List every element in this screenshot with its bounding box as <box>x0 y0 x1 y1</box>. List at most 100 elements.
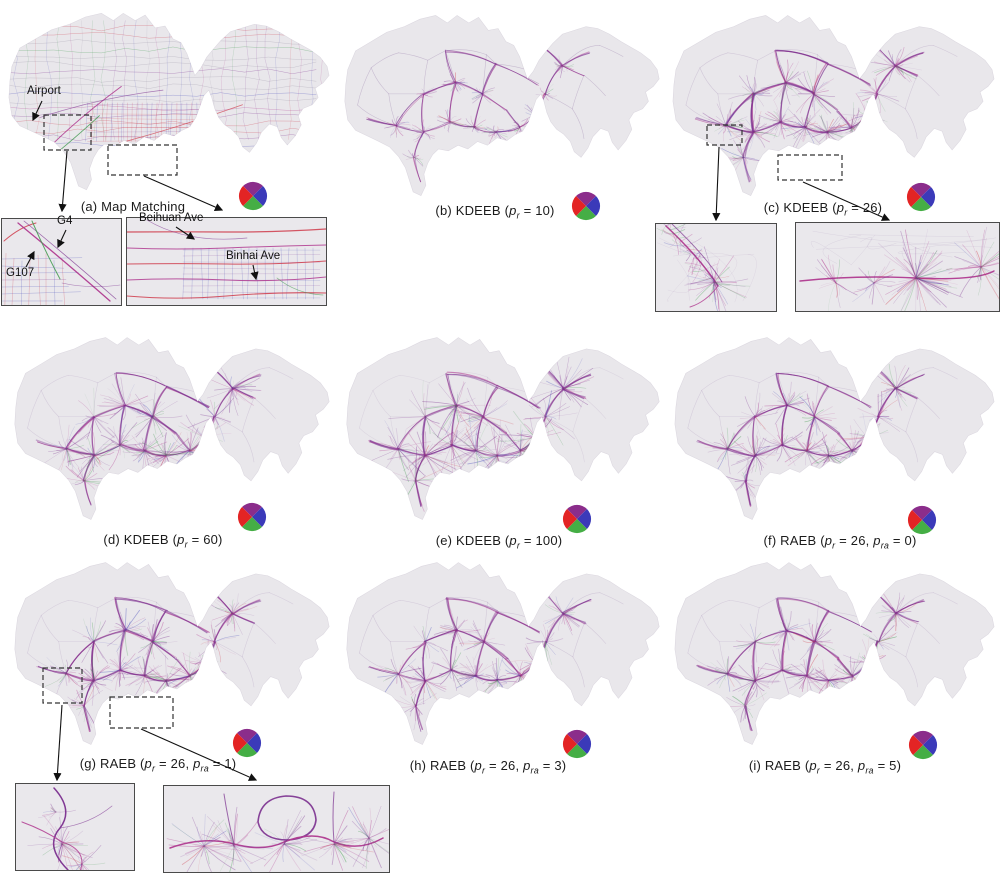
pie-sector-left <box>908 735 923 755</box>
caption-g: (g) RAEB (pr = 26, pra = 1) <box>80 756 237 774</box>
pie-sector-top <box>242 502 262 517</box>
caption-h-p2: p <box>523 758 531 773</box>
city-boundary <box>674 337 995 520</box>
map-f-raeb-26-0 <box>674 337 995 520</box>
inset-c-coast-zoom <box>795 222 1000 312</box>
map-h-raeb-26-3 <box>346 562 660 745</box>
caption-d-p1: p <box>177 532 185 547</box>
trajectory-layer <box>687 592 958 732</box>
pie-sector-left <box>571 196 586 216</box>
inset-g-coast-zoom <box>163 785 390 873</box>
map-i-raeb-26-5 <box>674 562 995 745</box>
inset-a-airport-zoom <box>1 218 122 306</box>
direction-legend-pie-icon <box>238 181 268 211</box>
caption-i-p2: p <box>857 758 866 773</box>
caption-i-post: = 5) <box>873 758 902 773</box>
pie-sector-bottom <box>567 519 587 534</box>
caption-g-p2: p <box>193 756 201 771</box>
caption-h: (h) RAEB (pr = 26, pra = 3) <box>410 758 567 776</box>
pie-sector-left <box>907 510 922 530</box>
pie-sector-right <box>252 507 267 527</box>
caption-i: (i) RAEB (pr = 26, pra = 5) <box>749 758 901 776</box>
caption-b-post: = 10) <box>519 203 555 218</box>
city-boundary <box>674 562 995 745</box>
city-boundary <box>14 337 330 520</box>
city-boundary <box>344 15 660 196</box>
pie-sector-right <box>923 735 938 755</box>
label-beihuan-ave: Beihuan Ave <box>139 212 204 224</box>
pie-sector-top <box>567 729 587 744</box>
pie-sector-bottom <box>913 745 933 760</box>
caption-g-post: = 1) <box>208 756 237 771</box>
caption-g-s2: ra <box>200 763 209 774</box>
city-boundary <box>672 15 995 196</box>
caption-f-p1: p <box>824 533 833 548</box>
caption-f-post: = 0) <box>889 533 917 548</box>
pie-sector-left <box>562 509 577 529</box>
pie-sector-right <box>577 734 592 754</box>
pie-sector-top <box>911 182 931 197</box>
caption-f-p2: p <box>873 533 881 548</box>
trajectory-layer <box>359 592 624 732</box>
direction-legend-pie-icon <box>908 730 938 760</box>
caption-f-s2: ra <box>880 540 890 551</box>
map-a-map-matching <box>8 12 330 191</box>
caption-d-post: = 60) <box>187 532 223 547</box>
caption-h-post: = 3) <box>538 758 567 773</box>
inset-c-airport-zoom <box>655 223 777 312</box>
pie-sector-right <box>577 509 592 529</box>
trajectory-layer <box>8 20 325 151</box>
map-g-raeb-26-1 <box>14 562 330 745</box>
direction-legend-pie-icon <box>562 729 592 759</box>
caption-f: (f) RAEB (pr = 26, pra = 0) <box>764 533 917 551</box>
direction-legend-pie-icon <box>906 182 936 212</box>
direction-legend-pie-icon <box>907 505 937 535</box>
pie-sector-right <box>586 196 601 216</box>
pie-sector-top <box>576 191 596 206</box>
caption-h-s2: ra <box>530 765 539 776</box>
city-boundary <box>14 562 330 745</box>
caption-c: (c) KDEEB (pr = 26) <box>764 200 882 218</box>
caption-h-s1: r <box>481 765 486 776</box>
pie-sector-right <box>921 187 936 207</box>
caption-e-text: (e) KDEEB ( <box>435 533 510 548</box>
label-airport: Airport <box>27 85 61 97</box>
map-c-kdeeb-26 <box>672 15 995 196</box>
caption-h-text: (h) RAEB ( <box>409 758 475 773</box>
map-e-kdeeb-100 <box>346 337 660 520</box>
direction-legend-pie-icon <box>562 504 592 534</box>
caption-g-mid: = 26, <box>155 756 194 771</box>
caption-e: (e) KDEEB (pr = 100) <box>436 533 563 551</box>
pie-sector-bottom <box>567 744 587 759</box>
direction-legend-pie-icon <box>232 728 262 758</box>
inset-a-coast-zoom <box>126 217 327 306</box>
pie-sector-left <box>238 186 253 206</box>
caption-d: (d) KDEEB (pr = 60) <box>103 532 222 550</box>
direction-legend-pie-icon <box>571 191 601 221</box>
pie-sector-top <box>567 504 587 519</box>
pie-sector-bottom <box>576 206 596 221</box>
pie-sector-left <box>562 734 577 754</box>
caption-f-mid: = 26, <box>835 533 874 548</box>
caption-i-text: (i) RAEB ( <box>748 758 810 773</box>
caption-b-s1: r <box>516 210 520 221</box>
caption-h-mid: = 26, <box>485 758 524 773</box>
pie-sector-right <box>922 510 937 530</box>
pie-sector-top <box>243 181 263 196</box>
caption-i-s2: ra <box>865 765 874 776</box>
city-boundary <box>346 562 660 745</box>
pie-sector-bottom <box>242 517 262 532</box>
direction-legend-pie-icon <box>237 502 267 532</box>
pie-sector-bottom <box>911 197 931 212</box>
caption-g-text: (g) RAEB ( <box>79 756 145 771</box>
pie-sector-left <box>906 187 921 207</box>
caption-c-text: (c) KDEEB ( <box>763 200 837 215</box>
label-binhai-ave: Binhai Ave <box>226 250 281 262</box>
caption-e-p1: p <box>509 533 517 548</box>
caption-b-p1: p <box>509 203 517 218</box>
caption-b: (b) KDEEB (pr = 10) <box>435 203 554 221</box>
pie-sector-bottom <box>912 520 932 535</box>
city-boundary <box>346 337 660 520</box>
caption-h-p1: p <box>474 758 482 773</box>
